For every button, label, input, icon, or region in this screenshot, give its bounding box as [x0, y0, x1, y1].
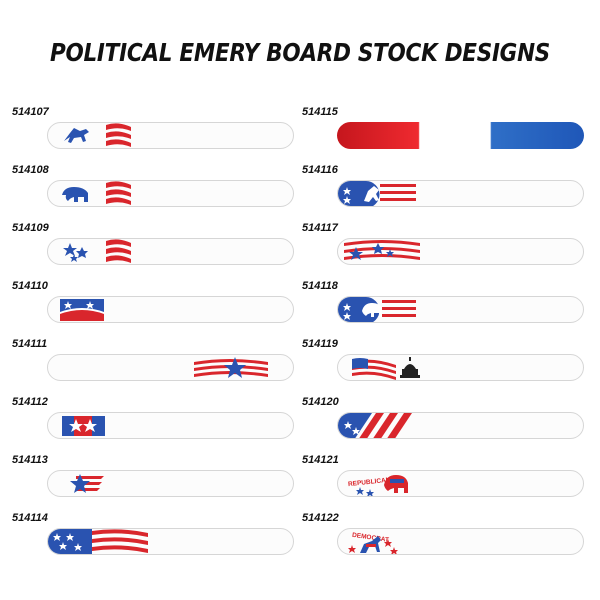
sku-label: 514117: [302, 222, 338, 234]
elephant-circle-icon: [338, 297, 416, 322]
wavy-flag-icon: [48, 529, 148, 554]
emery-board-waving-flag-stars: [337, 238, 584, 265]
two-star-banner-icon: [62, 416, 105, 436]
product-item[interactable]: 514110: [12, 280, 297, 338]
product-item[interactable]: 514113: [12, 454, 297, 512]
right-column: 514115 514116 514117: [302, 106, 587, 570]
sku-label: 514108: [12, 164, 49, 176]
star-stripes-icon: [70, 474, 104, 493]
donkey-circle-icon: [338, 181, 416, 206]
sku-label: 514109: [12, 222, 49, 234]
emery-board-wavy-flag: [47, 528, 294, 555]
sku-label: 514111: [12, 338, 48, 350]
stars-icon: [63, 239, 131, 263]
sku-label: 514114: [12, 512, 48, 524]
star-ribbon-icon: [194, 357, 268, 378]
product-item[interactable]: 514112: [12, 396, 297, 454]
page-title: POLITICAL EMERY BOARD STOCK DESIGNS: [49, 38, 551, 67]
waving-flag-icon: [344, 240, 420, 260]
sku-label: 514116: [302, 164, 338, 176]
sku-label: 514120: [302, 396, 339, 408]
sku-label: 514113: [12, 454, 48, 466]
republican-label: REPUBLICAN: [348, 477, 391, 488]
sku-label: 514119: [302, 338, 338, 350]
product-item[interactable]: 514117: [302, 222, 587, 280]
product-item[interactable]: 514122 DEMOCRAT: [302, 512, 587, 570]
product-item[interactable]: 514114: [12, 512, 297, 570]
emery-board-two-star-banner: [47, 412, 294, 439]
emery-board-elephant-circle-flag: [337, 296, 584, 323]
emery-board-stars-flag: [47, 238, 294, 265]
sku-label: 514112: [12, 396, 48, 408]
sku-label: 514118: [302, 280, 338, 292]
sku-label: 514121: [302, 454, 339, 466]
flag-patch-icon: [60, 299, 104, 321]
product-item[interactable]: 514107: [12, 106, 297, 164]
product-item[interactable]: 514109: [12, 222, 297, 280]
emery-board-red-white-blue-gradient: [337, 122, 584, 149]
product-item[interactable]: 514119: [302, 338, 587, 396]
capitol-icon: [400, 357, 420, 378]
left-column: 514107 514108: [12, 106, 297, 570]
elephant-icon: [62, 181, 131, 205]
emery-board-republican-elephant: REPUBLICAN: [337, 470, 584, 497]
blue-stars-stripes-icon: [338, 413, 412, 438]
donkey-icon: [64, 123, 131, 147]
emery-board-flag-capitol: [337, 354, 584, 381]
emery-board-star-stripes: [47, 470, 294, 497]
emery-board-flag-patch: [47, 296, 294, 323]
emery-board-blue-stars-stripes: [337, 412, 584, 439]
product-item[interactable]: 514111: [12, 338, 297, 396]
emery-board-democrat-donkey: DEMOCRAT: [337, 528, 584, 555]
emery-board-donkey-flag: [47, 122, 294, 149]
sku-label: 514115: [302, 106, 338, 118]
flag-capitol-icon: [352, 357, 420, 380]
product-item[interactable]: 514116: [302, 164, 587, 222]
product-item[interactable]: 514115: [302, 106, 587, 164]
product-item[interactable]: 514108: [12, 164, 297, 222]
product-item[interactable]: 514120: [302, 396, 587, 454]
sku-label: 514107: [12, 106, 49, 118]
emery-board-star-ribbon: [47, 354, 294, 381]
emery-board-elephant-flag: [47, 180, 294, 207]
sku-label: 514122: [302, 512, 339, 524]
sku-label: 514110: [12, 280, 48, 292]
product-item[interactable]: 514118: [302, 280, 587, 338]
product-item[interactable]: 514121 REPUBLICAN: [302, 454, 587, 512]
democrat-donkey-icon: DEMOCRAT: [348, 532, 398, 554]
republican-elephant-icon: REPUBLICAN: [348, 475, 408, 496]
emery-board-donkey-circle-flag: [337, 180, 584, 207]
